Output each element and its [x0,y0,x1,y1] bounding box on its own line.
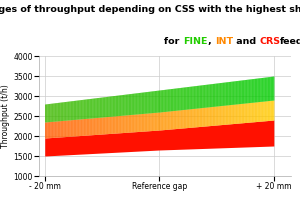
Text: Ranges of throughput depending on CSS with the highest shaft speed: Ranges of throughput depending on CSS wi… [0,5,300,14]
Text: CRS: CRS [259,37,280,46]
Text: ,: , [208,37,214,46]
Text: INT: INT [214,37,233,46]
Text: for: for [164,37,183,46]
Text: FINE: FINE [183,37,208,46]
Y-axis label: Throughput (t/h): Throughput (t/h) [2,84,10,148]
Text: feed: feed [280,37,300,46]
Text: and: and [233,37,259,46]
